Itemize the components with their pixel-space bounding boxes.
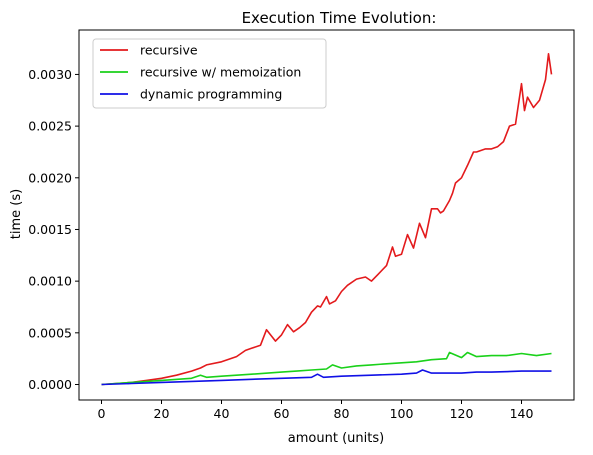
legend-label-1: recursive w/ memoization: [140, 65, 301, 80]
y-tick-label: 0.0015: [28, 222, 72, 237]
series-line-2: [101, 369, 552, 386]
legend-box: [92, 38, 327, 109]
y-tick-label: 0.0030: [28, 67, 72, 82]
x-tick-label: 80: [334, 406, 350, 421]
y-tick-label: 0.0005: [28, 325, 72, 340]
plot-area: [101, 52, 553, 386]
x-tick-label: 60: [274, 406, 290, 421]
y-tick-label: 0.0010: [28, 274, 72, 289]
series-line-1: [101, 351, 552, 386]
x-axis-label: amount (units): [288, 431, 384, 446]
y-axis-label: time (s): [9, 189, 24, 239]
legend: recursive recursive w/ memoization dynamic…: [92, 38, 327, 109]
x-axis: 0 20 40 60 80 100 120 140: [98, 400, 534, 421]
series-line-0: [101, 52, 553, 386]
legend-label-0: recursive: [140, 43, 198, 58]
x-tick-label: 20: [154, 406, 170, 421]
plot-frame: [78, 29, 575, 401]
chart-title: Execution Time Evolution:: [242, 9, 437, 27]
x-tick-label: 120: [450, 406, 474, 421]
y-tick-label: 0.0025: [28, 119, 72, 134]
y-axis: 0.0000 0.0005 0.0010 0.0015 0.0020 0.0025 0.00…: [28, 67, 79, 392]
x-tick-label: 0: [98, 406, 106, 421]
x-tick-label: 40: [214, 406, 230, 421]
x-tick-label: 140: [510, 406, 534, 421]
y-tick-label: 0.0000: [28, 377, 72, 392]
legend-label-2: dynamic programming: [140, 87, 282, 102]
x-tick-label: 100: [390, 406, 414, 421]
y-tick-label: 0.0020: [28, 170, 72, 185]
